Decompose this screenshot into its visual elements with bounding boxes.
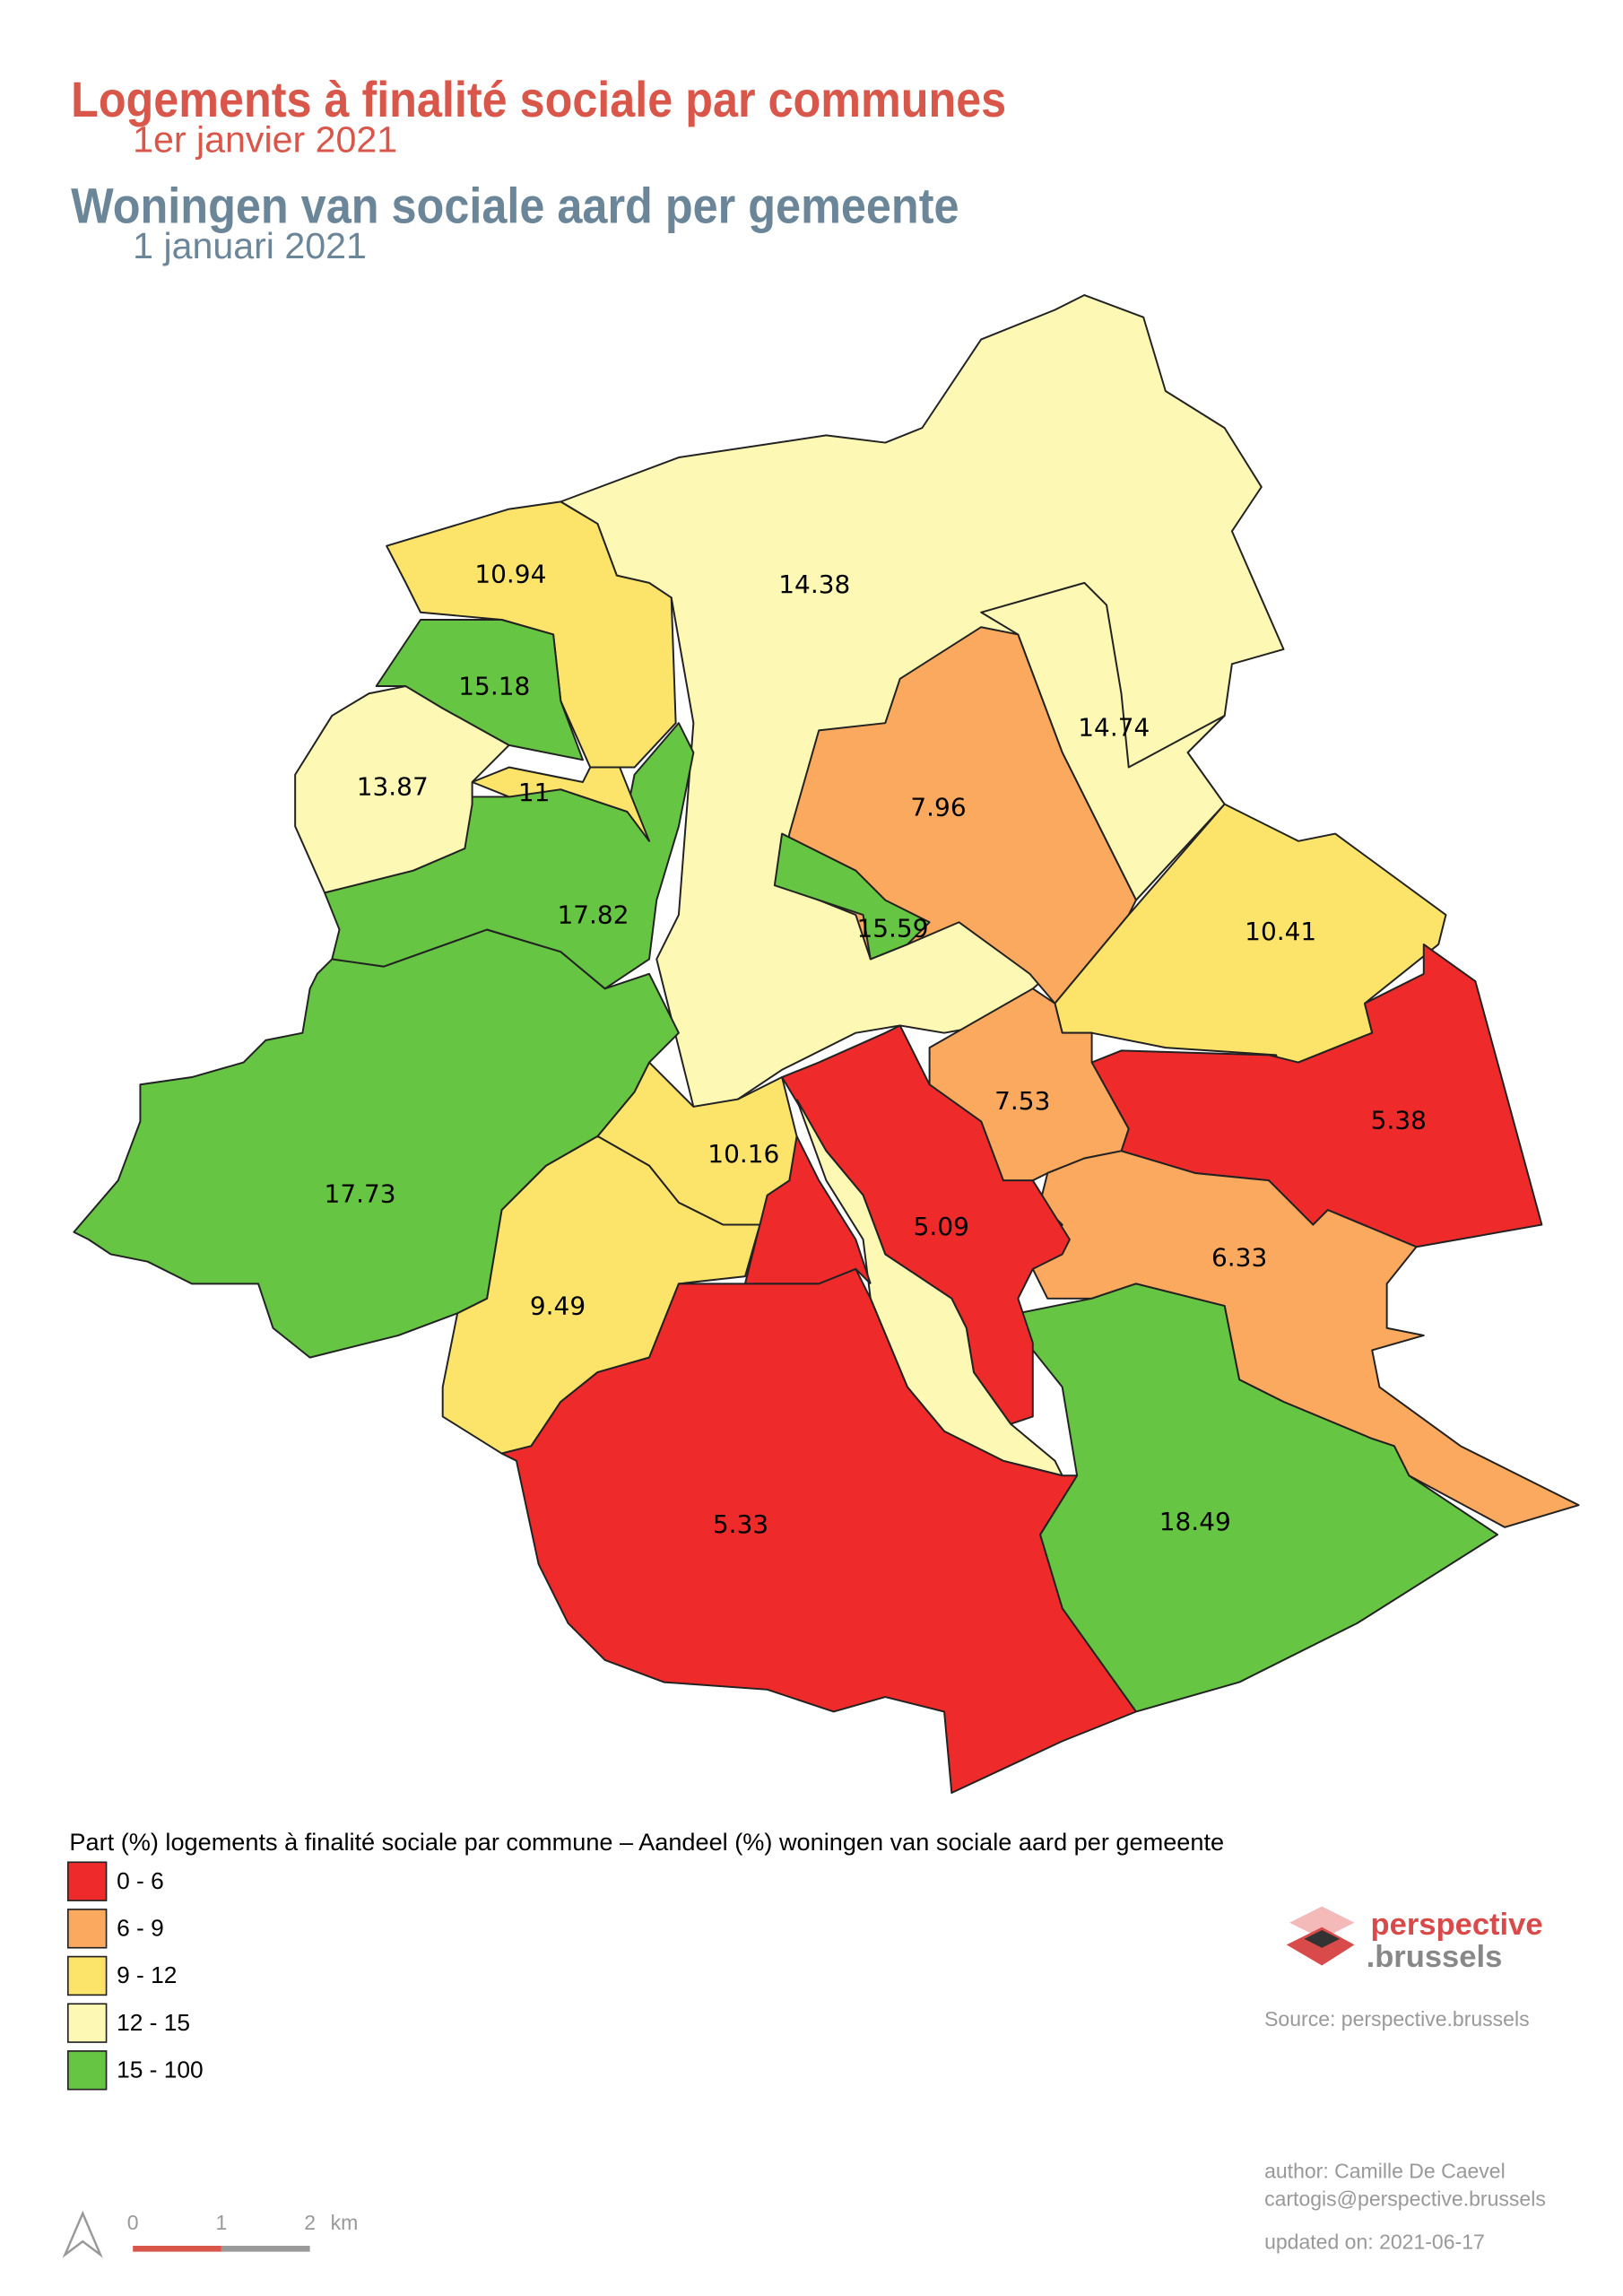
updated: updated on: 2021-06-17 bbox=[1264, 2230, 1485, 2253]
region-label: 6.33 bbox=[1211, 1242, 1267, 1272]
north-arrow bbox=[62, 2210, 103, 2258]
commune bbox=[73, 928, 680, 1359]
region-label: 10.41 bbox=[1245, 917, 1316, 946]
region-label: 15.18 bbox=[458, 672, 530, 701]
legend: 0 - 6 6 - 9 9 - 12 12 - 15 15 - 100 bbox=[66, 1861, 204, 2091]
region-labels: 14.38 14.74 7.96 15.59 10.41 5.38 7.53 6.33 18.4… bbox=[325, 560, 1427, 1540]
scale-tick-label: 0 bbox=[127, 2211, 139, 2234]
legend-label: 0 - 6 bbox=[117, 1867, 164, 1894]
subtitle-fr: 1er janvier 2021 bbox=[133, 118, 397, 160]
region-label: 14.74 bbox=[1078, 713, 1150, 743]
subtitle-nl: 1 januari 2021 bbox=[133, 225, 367, 266]
scale-unit: km bbox=[331, 2211, 359, 2234]
legend-swatch bbox=[66, 1861, 108, 1901]
region-label: 7.96 bbox=[910, 793, 966, 822]
legend-title: Part (%) logements à finalité sociale pa… bbox=[69, 1828, 1224, 1856]
region-label: 7.53 bbox=[994, 1086, 1050, 1116]
region-label: 5.09 bbox=[914, 1212, 969, 1241]
legend-label: 12 - 15 bbox=[117, 2009, 190, 2036]
legend-swatch bbox=[66, 2050, 108, 2091]
region-label: 18.49 bbox=[1159, 1507, 1231, 1536]
commune bbox=[1031, 1150, 1580, 1528]
legend-swatch bbox=[66, 1955, 108, 1996]
region-label: 17.73 bbox=[325, 1179, 396, 1209]
scale-tick-label: 1 bbox=[215, 2211, 227, 2234]
author: author: Camille De Caevel bbox=[1264, 2159, 1506, 2182]
commune bbox=[773, 832, 931, 961]
regions bbox=[73, 294, 1580, 1794]
region-label: 5.38 bbox=[1371, 1105, 1427, 1135]
logo-line2: .brussels bbox=[1367, 1940, 1503, 1974]
region-label: 10.94 bbox=[474, 560, 546, 589]
legend-label: 6 - 9 bbox=[117, 1915, 164, 1942]
scale-bar: 0 1 2 km bbox=[127, 2211, 359, 2252]
commune bbox=[375, 619, 584, 761]
scale-tick-label: 2 bbox=[304, 2211, 316, 2234]
source: Source: perspective.brussels bbox=[1264, 2007, 1530, 2031]
region-label: 5.33 bbox=[713, 1509, 768, 1539]
commune bbox=[386, 500, 677, 769]
logo-shape bbox=[1304, 1929, 1340, 1948]
commune bbox=[471, 766, 651, 842]
title-nl: Woningen van sociale aard per gemeente bbox=[71, 177, 959, 233]
commune bbox=[500, 1267, 1137, 1794]
region-label: 11 bbox=[518, 778, 551, 807]
commune bbox=[294, 685, 510, 894]
region-label: 15.59 bbox=[856, 914, 928, 944]
region-label: 14.38 bbox=[778, 570, 850, 599]
legend-swatch bbox=[66, 2003, 108, 2043]
legend-swatch bbox=[66, 1909, 108, 1949]
region-label: 13.87 bbox=[357, 772, 429, 802]
region-label: 9.49 bbox=[530, 1292, 586, 1321]
title-fr: Logements à finalité sociale par commune… bbox=[71, 71, 1006, 127]
email: cartogis@perspective.brussels bbox=[1264, 2187, 1546, 2211]
region-label: 10.16 bbox=[707, 1139, 779, 1169]
logo-line1: perspective bbox=[1371, 1908, 1543, 1942]
legend-label: 9 - 12 bbox=[117, 1961, 177, 1988]
legend-label: 15 - 100 bbox=[117, 2057, 204, 2083]
region-label: 17.82 bbox=[557, 900, 629, 930]
